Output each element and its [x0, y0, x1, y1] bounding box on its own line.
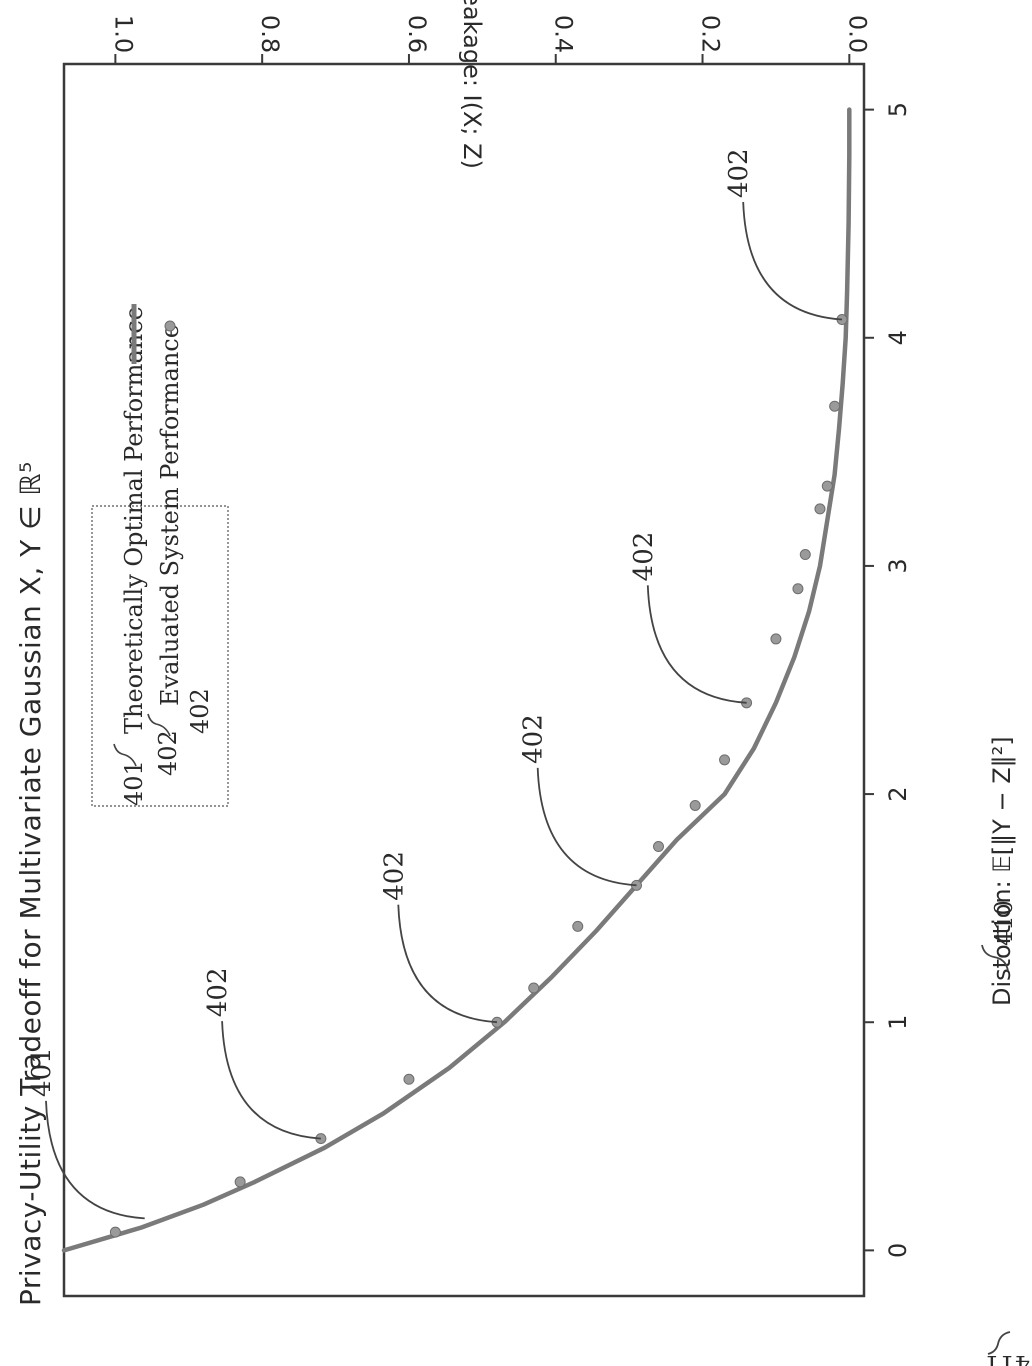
annotation-leader	[45, 1100, 145, 1220]
annotation-leader	[221, 1021, 321, 1140]
scatter-point	[689, 799, 701, 811]
scatter-point	[234, 1176, 246, 1188]
legend-ref-leader	[113, 743, 137, 767]
ref-410: 410	[990, 900, 1018, 946]
annotation-leader	[536, 767, 637, 887]
y-tick-label: 0.2	[697, 15, 725, 53]
scatter-point	[770, 633, 782, 645]
legend-swatch-marker	[164, 320, 176, 332]
legend-label-optimal: Theoretically Optimal Performance	[120, 306, 148, 734]
annotation-label: 402	[203, 967, 233, 1017]
y-axis: 0.0 0.2 0.4 0.6 0.8 1.0	[109, 15, 871, 64]
legend-ref-numeral: 402	[154, 730, 182, 776]
annotation-leader	[742, 201, 843, 321]
plot-area	[61, 107, 852, 1253]
legend-ref-numeral: 401	[120, 760, 148, 806]
ref-411-leader	[987, 1331, 1011, 1355]
scatter-point	[799, 549, 811, 561]
annotation-leader	[646, 585, 747, 704]
scatter-point	[652, 841, 664, 853]
figure-reference-numerals: 410 411	[981, 900, 1030, 1366]
annotation-label: 402	[379, 851, 409, 901]
plot-frame	[62, 62, 866, 1298]
y-tick-label: 0.8	[256, 15, 284, 53]
annotation-label: 402	[724, 148, 754, 198]
scatter-point	[572, 920, 584, 932]
x-tick-label: 1	[884, 1015, 912, 1030]
annotation-label: 402	[629, 532, 659, 582]
series-line-optimal	[61, 107, 852, 1253]
annotation-leader	[397, 904, 498, 1024]
x-tick-label: 5	[884, 102, 912, 117]
scatter-point	[829, 400, 841, 412]
legend: Theoretically Optimal Performance Evaluat…	[91, 304, 229, 807]
scatter-point	[792, 583, 804, 595]
scatter-point	[821, 480, 833, 492]
ref-410-leader	[981, 944, 1009, 972]
x-tick-label: 4	[884, 330, 912, 345]
legend-label-evaluated: Evaluated System Performance	[156, 324, 184, 706]
legend-ref-numeral: 402	[186, 688, 214, 734]
x-tick-label: 2	[884, 786, 912, 801]
y-axis-label: Privacy-Leakage: I(X; Z)	[458, 0, 486, 169]
scatter-point	[719, 754, 731, 766]
scatter-point	[109, 1226, 121, 1238]
ref-411: 411	[984, 1350, 1030, 1366]
scatter-point	[528, 982, 540, 994]
scatter-point	[403, 1073, 415, 1085]
legend-box	[91, 505, 229, 807]
y-tick-label: 1.0	[109, 15, 137, 53]
x-axis-label: Distortion: 𝔼[‖Y − Z‖²]	[988, 736, 1016, 1006]
x-tick-label: 0	[884, 1243, 912, 1258]
x-tick-label: 3	[884, 558, 912, 573]
y-tick-label: 0.4	[550, 15, 578, 53]
scatter-point	[814, 503, 826, 515]
chart-title: Privacy-Utility Tradeoff for Multivariat…	[14, 461, 47, 1306]
y-tick-label: 0.6	[403, 15, 431, 53]
y-tick-label: 0.0	[843, 15, 871, 53]
legend-ref-leader	[147, 713, 171, 737]
x-axis: 0 1 2 3 4 5	[864, 102, 912, 1258]
annotation-label: 401	[27, 1047, 57, 1097]
annotation-label: 402	[519, 714, 549, 764]
